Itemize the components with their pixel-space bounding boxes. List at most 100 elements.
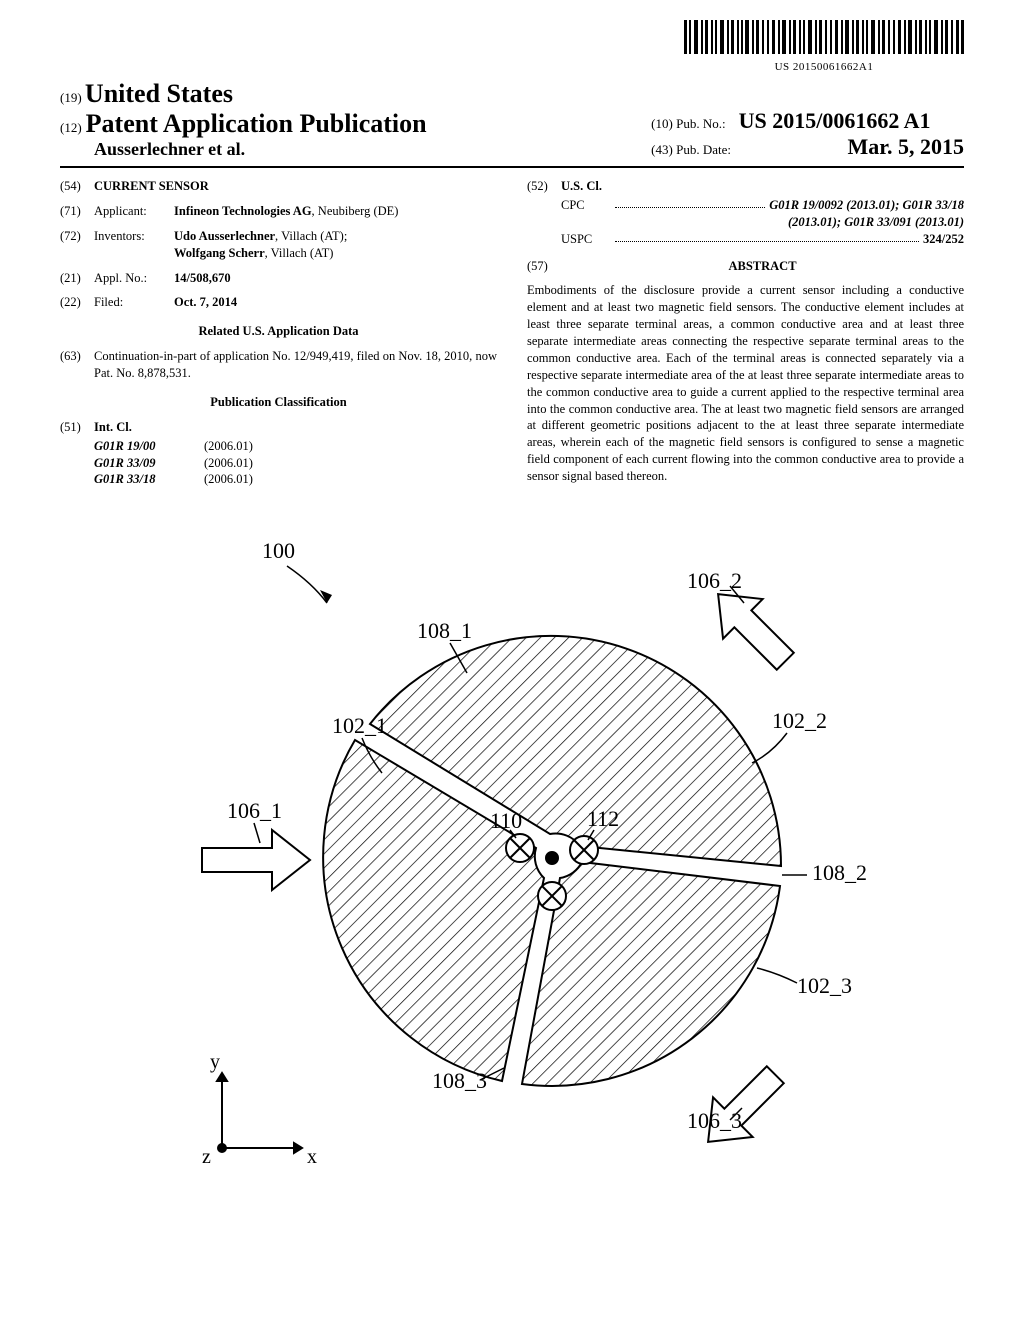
header-right: (10) Pub. No.: US 2015/0061662 A1 (43) P… [651, 108, 964, 160]
field-22: (22) Filed: Oct. 7, 2014 [60, 294, 497, 311]
field-71: (71) Applicant: Infineon Technologies AG… [60, 203, 497, 220]
header: (19) United States (12) Patent Applicati… [60, 79, 964, 168]
intcl-row: G01R 33/09 (2006.01) [94, 455, 497, 472]
inventor-1-rest: , Villach (AT); [275, 229, 347, 243]
filing-date: Oct. 7, 2014 [174, 294, 497, 311]
intcl-year: (2006.01) [204, 455, 253, 472]
field-54: (54) CURRENT SENSOR [60, 178, 497, 195]
uspc-label: USPC [561, 231, 611, 248]
cpc-text-1: G01R 19/0092 (2013.01); G01R 33/18 [769, 198, 964, 212]
code-19: (19) [60, 90, 82, 105]
field-63: (63) Continuation-in-part of application… [60, 348, 497, 382]
figure-area: 100 108_1 102_1 106_1 106_2 102_2 108_2 … [60, 508, 964, 1188]
ref-102-1: 102_1 [332, 713, 387, 738]
ref-102-3: 102_3 [797, 973, 852, 998]
ref-108-2: 108_2 [812, 860, 867, 885]
biblio-columns: (54) CURRENT SENSOR (71) Applicant: Infi… [60, 178, 964, 488]
intcl-code: G01R 19/00 [94, 438, 204, 455]
code-22: (22) [60, 294, 94, 311]
applicant-rest: , Neubiberg (DE) [312, 204, 399, 218]
uscl-label: U.S. Cl. [561, 178, 964, 195]
intcl-year: (2006.01) [204, 471, 253, 488]
patent-page: US 20150061662A1 (19) United States (12)… [0, 0, 1024, 1228]
field-51: (51) Int. Cl. [60, 419, 497, 436]
ref-100: 100 [262, 538, 295, 563]
publication-date: Mar. 5, 2015 [847, 134, 964, 159]
applicant-name: Infineon Technologies AG [174, 204, 312, 218]
code-63: (63) [60, 348, 94, 382]
abstract-heading: ABSTRACT [561, 258, 964, 275]
publication-type: Patent Application Publication [86, 109, 427, 138]
inventor-2-rest: , Villach (AT) [265, 246, 334, 260]
uspc-value: 324/252 [923, 231, 964, 248]
ref-108-1: 108_1 [417, 618, 472, 643]
intcl-code: G01R 33/18 [94, 471, 204, 488]
publication-number: US 2015/0061662 A1 [739, 108, 931, 133]
dots-leader [615, 231, 919, 242]
cpc-codes-2: (2013.01); G01R 33/091 (2013.01) [561, 214, 964, 231]
cpc-line-1: CPC G01R 19/0092 (2013.01); G01R 33/18 [561, 197, 964, 214]
field-57: (57) ABSTRACT [527, 258, 964, 281]
intcl-row: G01R 33/18 (2006.01) [94, 471, 497, 488]
label-applno: Appl. No.: [94, 270, 174, 287]
inventor-1: Udo Ausserlechner [174, 229, 275, 243]
ref-106-3: 106_3 [687, 1108, 742, 1133]
dots-leader [615, 197, 765, 208]
code-71: (71) [60, 203, 94, 220]
code-57: (57) [527, 258, 561, 281]
code-54: (54) [60, 178, 94, 195]
barcode-number: US 20150061662A1 [684, 61, 964, 73]
code-72: (72) [60, 228, 94, 262]
intcl-label: Int. Cl. [94, 419, 497, 436]
code-21: (21) [60, 270, 94, 287]
ref-106-1: 106_1 [227, 798, 282, 823]
inventor-2: Wolfgang Scherr [174, 246, 265, 260]
code-12: (12) [60, 120, 82, 135]
uspc-line: USPC 324/252 [561, 231, 964, 248]
ref-106-2: 106_2 [687, 568, 742, 593]
patent-figure: 100 108_1 102_1 106_1 106_2 102_2 108_2 … [132, 508, 892, 1188]
label-filed: Filed: [94, 294, 174, 311]
authors-line: Ausserlechner et al. [94, 139, 427, 160]
continuation-text: Continuation-in-part of application No. … [94, 348, 497, 382]
pubclass-heading: Publication Classification [60, 394, 497, 411]
barcode-area: US 20150061662A1 [60, 20, 964, 75]
ref-110: 110 [490, 808, 522, 833]
field-52: (52) U.S. Cl. [527, 178, 964, 195]
applicant-value: Infineon Technologies AG, Neubiberg (DE) [174, 203, 497, 220]
intcl-code: G01R 33/09 [94, 455, 204, 472]
intcl-row: G01R 19/00 (2006.01) [94, 438, 497, 455]
ref-108-3: 108_3 [432, 1068, 487, 1093]
cpc-label: CPC [561, 197, 611, 214]
label-applicant: Applicant: [94, 203, 174, 220]
axis-z: z [202, 1146, 211, 1168]
cpc-codes-1: G01R 19/0092 (2013.01); G01R 33/18 [769, 197, 964, 214]
code-10: (10) [651, 116, 673, 131]
header-left: (19) United States (12) Patent Applicati… [60, 79, 427, 160]
inventors-value: Udo Ausserlechner, Villach (AT); Wolfgan… [174, 228, 497, 262]
pubdate-label: Pub. Date: [676, 142, 731, 157]
barcode: US 20150061662A1 [684, 20, 964, 73]
pubno-label: Pub. No.: [676, 116, 725, 131]
code-52: (52) [527, 178, 561, 195]
code-51: (51) [60, 419, 94, 436]
country: United States [85, 79, 233, 108]
related-data-heading: Related U.S. Application Data [60, 323, 497, 340]
label-inventors: Inventors: [94, 228, 174, 262]
ref-102-2: 102_2 [772, 708, 827, 733]
intcl-table: G01R 19/00 (2006.01) G01R 33/09 (2006.01… [94, 438, 497, 489]
invention-title: CURRENT SENSOR [94, 178, 497, 195]
right-column: (52) U.S. Cl. CPC G01R 19/0092 (2013.01)… [527, 178, 964, 488]
abstract-text: Embodiments of the disclosure provide a … [527, 282, 964, 485]
cpc-text-2: (2013.01); G01R 33/091 (2013.01) [788, 215, 964, 229]
barcode-svg [684, 20, 964, 54]
intcl-year: (2006.01) [204, 438, 253, 455]
application-number: 14/508,670 [174, 270, 497, 287]
code-43: (43) [651, 142, 673, 157]
left-column: (54) CURRENT SENSOR (71) Applicant: Infi… [60, 178, 497, 488]
cpc-block: CPC G01R 19/0092 (2013.01); G01R 33/18 (… [561, 197, 964, 248]
axis-y: y [210, 1051, 220, 1073]
axis-x: x [307, 1146, 317, 1168]
field-21: (21) Appl. No.: 14/508,670 [60, 270, 497, 287]
field-72: (72) Inventors: Udo Ausserlechner, Villa… [60, 228, 497, 262]
